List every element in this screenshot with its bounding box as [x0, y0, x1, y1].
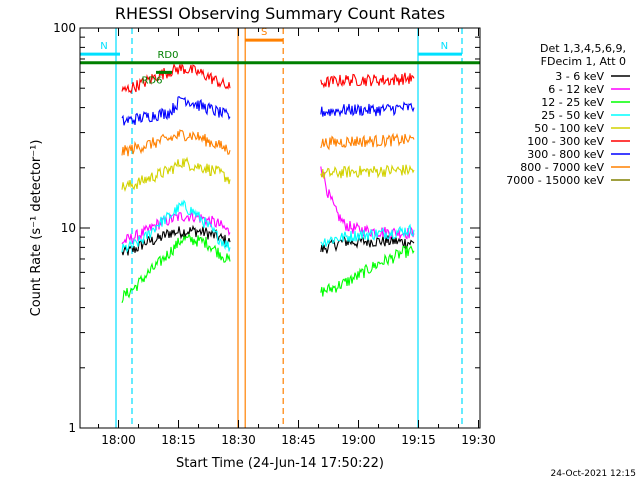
legend-header-line: Det 1,3,4,5,6,9, [540, 42, 626, 55]
legend-label: 800 - 7000 keV [520, 161, 604, 174]
series-line-25-50-kev-seg2 [320, 223, 415, 248]
annotation-label-n: N [100, 41, 107, 52]
legend-label: 6 - 12 keV [548, 83, 604, 96]
x-tick-label: 18:30 [221, 433, 256, 447]
legend-label: 3 - 6 keV [555, 70, 604, 83]
series-line-100-300-kev-seg2 [320, 72, 415, 89]
y-tick-label: 100 [53, 21, 76, 35]
series-line-800-7000-kev-seg1 [121, 129, 231, 157]
series-line-6-12-kev-seg1 [121, 210, 231, 246]
date-stamp: 24-Oct-2021 12:15 [551, 469, 636, 479]
annotation-label-s: S [261, 27, 267, 38]
x-tick-label: 19:15 [401, 433, 436, 447]
x-axis-label: Start Time (24-Jun-14 17:50:22) [176, 456, 384, 471]
legend: Det 1,3,4,5,6,9,FDecim 1, Att 0 3 - 6 keV… [506, 42, 630, 187]
series-line-50-100-kev-seg2 [320, 164, 415, 179]
annotation-label-n: N [441, 41, 448, 52]
x-tick-label: 18:45 [281, 433, 316, 447]
legend-label: 100 - 300 keV [527, 135, 604, 148]
series-line-800-7000-kev-seg2 [320, 132, 415, 151]
x-tick-label: 19:00 [341, 433, 376, 447]
legend-label: 7000 - 15000 keV [506, 174, 604, 187]
y-tick-label: 10 [61, 221, 76, 235]
chart-title: RHESSI Observing Summary Count Rates [115, 4, 445, 23]
annotation-label-rd0: RD0 [157, 50, 178, 61]
x-tick-label: 18:15 [161, 433, 196, 447]
series-line-300-800-kev-seg1 [121, 96, 231, 126]
legend-label: 12 - 25 keV [541, 96, 604, 109]
x-tick-label: 19:30 [461, 433, 496, 447]
annotation-label-rd6: RD6 [141, 75, 162, 86]
plot-area: N N RD0 RD6 S 18:00 18:15 18:30 18:45 19:00 19:15 1… [53, 21, 496, 447]
series-line-3-6-kev-seg2 [320, 234, 415, 254]
series-line-100-300-kev-seg1 [121, 62, 231, 95]
series-line-12-25-kev-seg2 [320, 245, 415, 297]
y-tick-label: 1 [68, 421, 76, 435]
legend-label: 300 - 800 keV [527, 148, 604, 161]
series-line-50-100-kev-seg1 [121, 156, 231, 192]
series-line-3-6-kev-seg1 [121, 224, 231, 256]
x-tick-label: 18:00 [101, 433, 136, 447]
legend-label: 25 - 50 keV [541, 109, 604, 122]
series-line-300-800-kev-seg2 [320, 101, 415, 118]
y-axis-label: Count Rate (s⁻¹ detector⁻¹) [29, 140, 44, 317]
series-line-12-25-kev-seg1 [121, 233, 231, 303]
legend-label: 50 - 100 keV [534, 122, 604, 135]
series-line-25-50-kev-seg1 [121, 199, 231, 254]
legend-header-line: FDecim 1, Att 0 [541, 55, 626, 68]
